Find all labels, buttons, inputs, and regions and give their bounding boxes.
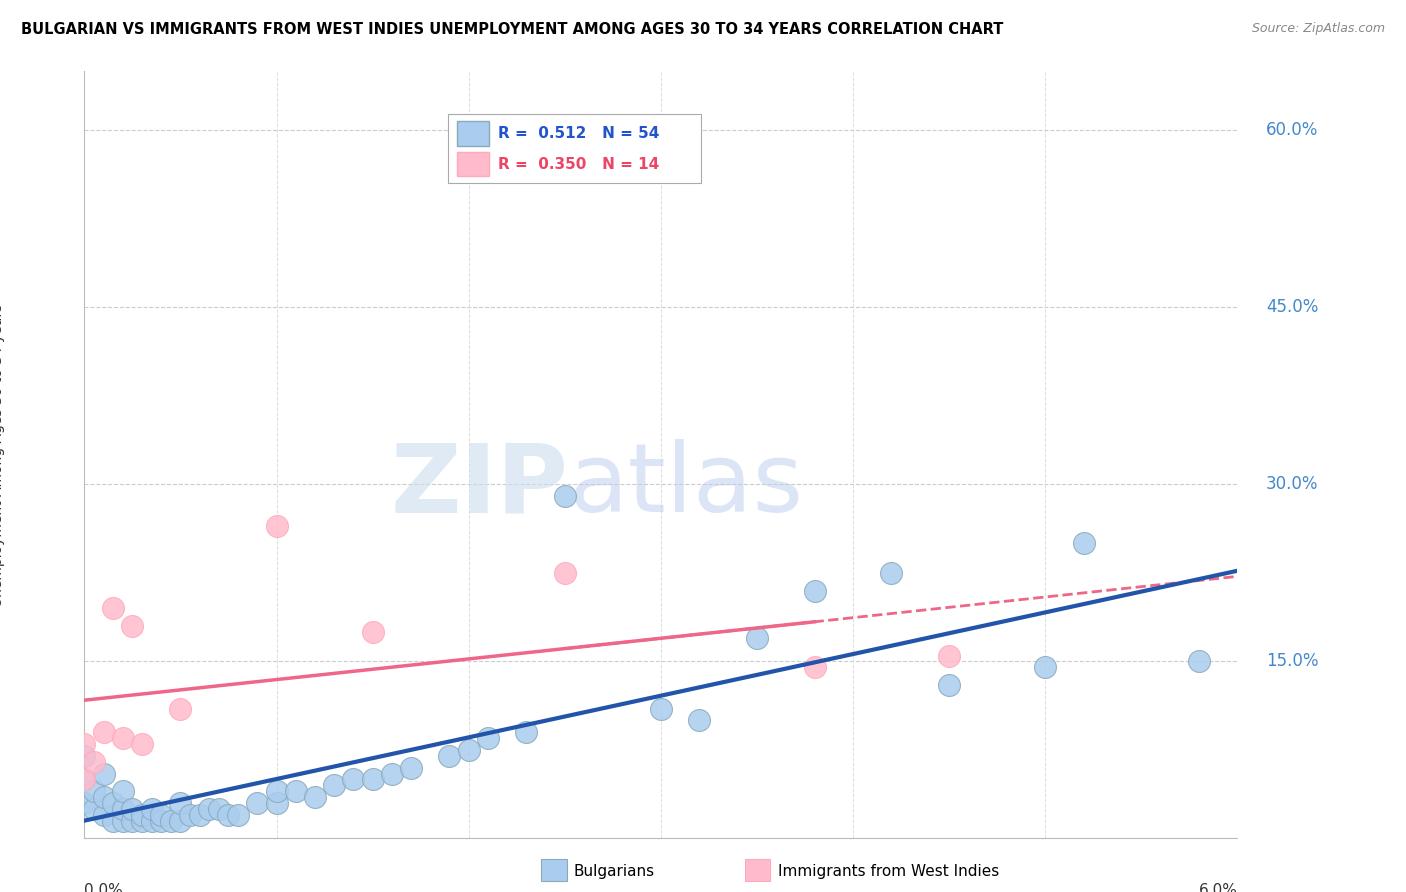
Point bbox=[188, 808, 211, 822]
Point bbox=[266, 518, 288, 533]
Point bbox=[745, 631, 768, 645]
Point bbox=[73, 796, 96, 810]
Point bbox=[361, 624, 384, 639]
Point bbox=[515, 725, 537, 739]
Point bbox=[179, 808, 201, 822]
Point bbox=[880, 566, 903, 580]
Point bbox=[131, 737, 153, 751]
Point bbox=[803, 660, 825, 674]
Text: 6.0%: 6.0% bbox=[1198, 883, 1237, 892]
Text: BULGARIAN VS IMMIGRANTS FROM WEST INDIES UNEMPLOYMENT AMONG AGES 30 TO 34 YEARS : BULGARIAN VS IMMIGRANTS FROM WEST INDIES… bbox=[21, 22, 1004, 37]
Text: 60.0%: 60.0% bbox=[1267, 121, 1319, 139]
FancyBboxPatch shape bbox=[457, 152, 489, 177]
Point bbox=[93, 766, 115, 780]
Point bbox=[169, 814, 191, 828]
Point bbox=[103, 601, 124, 615]
Point bbox=[361, 772, 384, 787]
Point bbox=[218, 808, 240, 822]
Point bbox=[131, 808, 153, 822]
Point bbox=[1188, 655, 1211, 669]
Point bbox=[111, 784, 134, 798]
Point bbox=[266, 784, 288, 798]
Point bbox=[342, 772, 364, 787]
Point bbox=[554, 489, 576, 503]
Point bbox=[650, 701, 672, 715]
Point bbox=[169, 796, 191, 810]
Point bbox=[93, 808, 115, 822]
Point bbox=[103, 796, 124, 810]
Point bbox=[284, 784, 307, 798]
Text: Source: ZipAtlas.com: Source: ZipAtlas.com bbox=[1251, 22, 1385, 36]
Text: Bulgarians: Bulgarians bbox=[574, 864, 655, 879]
Text: Immigrants from West Indies: Immigrants from West Indies bbox=[778, 864, 998, 879]
Point bbox=[141, 802, 163, 816]
Point bbox=[111, 814, 134, 828]
Text: 45.0%: 45.0% bbox=[1267, 299, 1319, 317]
Point bbox=[688, 714, 710, 728]
Point bbox=[208, 802, 231, 816]
Point bbox=[103, 814, 124, 828]
Point bbox=[121, 802, 143, 816]
Text: R =  0.512   N = 54: R = 0.512 N = 54 bbox=[498, 126, 659, 141]
Point bbox=[554, 566, 576, 580]
Point bbox=[73, 737, 96, 751]
Point bbox=[439, 748, 461, 763]
Text: Unemployment Among Ages 30 to 34 years: Unemployment Among Ages 30 to 34 years bbox=[0, 303, 4, 607]
Point bbox=[150, 808, 173, 822]
Point bbox=[1073, 536, 1095, 550]
Point bbox=[938, 648, 960, 663]
Point bbox=[266, 796, 288, 810]
Text: 30.0%: 30.0% bbox=[1267, 475, 1319, 493]
Point bbox=[169, 701, 191, 715]
Point bbox=[381, 766, 404, 780]
Point bbox=[131, 814, 153, 828]
Text: 15.0%: 15.0% bbox=[1267, 652, 1319, 671]
Point bbox=[1033, 660, 1056, 674]
Point bbox=[304, 790, 326, 805]
Point bbox=[803, 583, 825, 598]
FancyBboxPatch shape bbox=[457, 121, 489, 145]
FancyBboxPatch shape bbox=[447, 113, 702, 183]
Point bbox=[83, 755, 105, 769]
Point bbox=[111, 802, 134, 816]
Point bbox=[226, 808, 249, 822]
Point bbox=[938, 678, 960, 692]
Point bbox=[73, 748, 96, 763]
Point bbox=[73, 772, 96, 787]
Point bbox=[457, 743, 479, 757]
Point bbox=[93, 725, 115, 739]
Point bbox=[246, 796, 269, 810]
Point bbox=[83, 802, 105, 816]
Text: ZIP: ZIP bbox=[391, 439, 568, 533]
Point bbox=[160, 814, 183, 828]
Point bbox=[111, 731, 134, 746]
Point bbox=[150, 814, 173, 828]
Point bbox=[121, 619, 143, 633]
Point bbox=[477, 731, 499, 746]
Point bbox=[73, 772, 96, 787]
Point bbox=[198, 802, 221, 816]
Point bbox=[323, 778, 346, 792]
Text: R =  0.350   N = 14: R = 0.350 N = 14 bbox=[498, 157, 659, 171]
Text: 0.0%: 0.0% bbox=[84, 883, 124, 892]
Point bbox=[141, 814, 163, 828]
Point bbox=[121, 814, 143, 828]
Point bbox=[83, 784, 105, 798]
Point bbox=[93, 790, 115, 805]
Text: atlas: atlas bbox=[568, 439, 804, 533]
Point bbox=[399, 761, 422, 775]
